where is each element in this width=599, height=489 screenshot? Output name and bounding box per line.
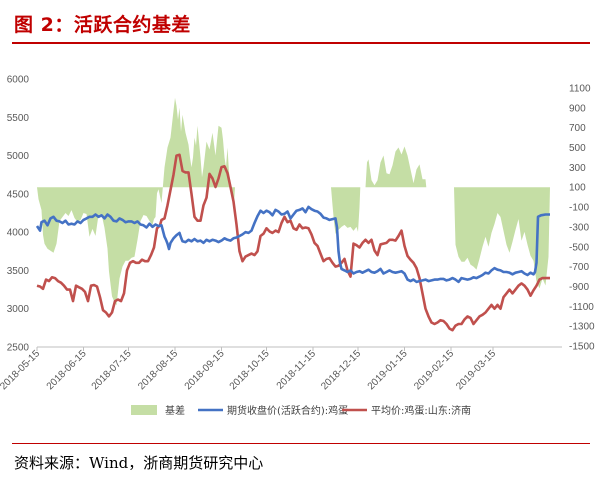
left-tick-label: 6000 [7, 75, 30, 86]
basis-area-segment-3 [365, 146, 427, 188]
legend-label-spot: 平均价:鸡蛋:山东:济南 [371, 404, 471, 417]
right-tick-label: 700 [569, 123, 586, 134]
x-tick-label: 2019-02-15 [412, 348, 456, 392]
x-tick-label: 2018-10-15 [228, 348, 272, 392]
x-tick-label: 2018-05-15 [0, 348, 42, 392]
legend-label-futures: 期货收盘价(活跃合约):鸡蛋 [227, 404, 348, 417]
legend-label-basis: 基差 [165, 404, 185, 417]
left-tick-label: 4500 [7, 189, 30, 200]
basis-area-layer [37, 97, 550, 306]
left-tick-label: 5500 [7, 113, 30, 124]
basis-area-segment-1 [37, 97, 235, 306]
source-divider [12, 443, 590, 444]
basis-area-segment-2 [331, 187, 361, 234]
source-note: 资料来源：Wind，浙商期货研究中心 [14, 454, 264, 472]
left-tick-label: 3500 [7, 266, 30, 277]
right-tick-label: 900 [569, 103, 586, 114]
basis-area-segment-4 [454, 187, 550, 289]
x-axis-ticks: 2018-05-15 2018-06-15 2018-07-15 2018-08-15… [0, 347, 498, 392]
right-tick-label: -700 [569, 262, 589, 273]
right-tick-label: -1300 [569, 322, 595, 333]
right-axis-ticks: 1100 900 700 500 300 100 -100 -300 -500 -700 -900 -… [569, 84, 595, 353]
x-tick-label: 2018-07-15 [90, 348, 134, 392]
spot-price-line [36, 153, 550, 332]
basis-chart: 2500 3000 3500 4000 4500 5000 5500 6000 1100 900… [0, 75, 595, 418]
title-divider [12, 42, 590, 44]
x-tick-label: 2018-11-15 [275, 348, 319, 392]
figure-title: 图 2：活跃合约基差 [14, 14, 191, 36]
right-tick-label: -900 [569, 282, 589, 293]
x-tick-label: 2018-12-15 [319, 348, 363, 392]
x-tick-label: 2018-06-15 [45, 348, 89, 392]
right-tick-label: -1100 [569, 302, 594, 313]
left-tick-label: 4000 [7, 228, 30, 239]
x-tick-label: 2019-01-15 [366, 348, 410, 392]
left-tick-label: 2500 [7, 343, 30, 354]
legend: 基差 期货收盘价(活跃合约):鸡蛋 平均价:鸡蛋:山东:济南 [131, 404, 471, 417]
right-tick-label: 1100 [569, 84, 591, 95]
x-tick-label: 2019-03-15 [454, 348, 498, 392]
right-tick-label: 500 [569, 143, 586, 154]
x-tick-label: 2018-08-15 [136, 348, 180, 392]
x-tick-label: 2018-09-15 [183, 348, 227, 392]
price-lines-layer [35, 153, 550, 332]
legend-swatch-basis [131, 405, 157, 415]
left-tick-label: 5000 [7, 151, 30, 162]
futures-price-line [35, 205, 550, 284]
left-axis-ticks: 2500 3000 3500 4000 4500 5000 5500 6000 [7, 75, 30, 354]
left-tick-label: 3000 [7, 304, 30, 315]
right-tick-label: -1500 [569, 342, 595, 353]
right-tick-label: 300 [569, 163, 586, 174]
right-tick-label: -500 [569, 242, 589, 253]
right-tick-label: 100 [569, 183, 586, 194]
right-tick-label: -300 [569, 222, 589, 233]
right-tick-label: -100 [569, 203, 589, 214]
